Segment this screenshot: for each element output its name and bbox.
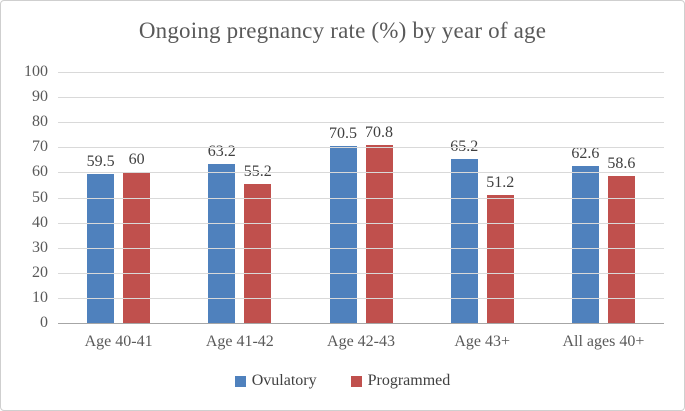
data-label: 63.2 [207, 143, 236, 161]
y-tick-label: 90 [32, 88, 48, 106]
data-label: 62.6 [571, 144, 600, 162]
data-label: 55.2 [243, 163, 272, 181]
y-axis: 0 10 20 30 40 50 60 70 80 90 100 [1, 64, 48, 331]
legend-label: Programmed [367, 372, 451, 389]
plot-area: 59.5 60 63.2 55.2 70.5 70.8 65.2 51.2 62.6 58.6 [58, 72, 664, 324]
gridline [58, 122, 664, 124]
data-label: 59.5 [86, 152, 115, 170]
bar-group: 65.2 51.2 [422, 72, 543, 323]
bar-fill [329, 146, 357, 323]
gridline [58, 247, 664, 249]
legend-entry-ovulatory: Ovulatory [234, 372, 317, 390]
legend-swatch-icon [350, 375, 362, 387]
y-tick-label: 80 [32, 113, 48, 131]
gridline [58, 222, 664, 224]
chart-title: Ongoing pregnancy rate (%) by year of ag… [138, 18, 547, 43]
gridline [58, 147, 664, 149]
bar-fill [486, 194, 514, 323]
x-tick-label: Age 41-42 [205, 333, 274, 350]
bar-programmed: 55.2 [244, 163, 272, 323]
legend: Ovulatory Programmed [1, 372, 684, 390]
x-axis-labels: Age 40-41 Age 41-42 Age 42-43 Age 43+ All ag… [58, 333, 664, 351]
data-label: 60 [128, 151, 145, 169]
legend-label: Ovulatory [251, 372, 317, 389]
data-label: 58.6 [607, 154, 636, 172]
bar-fill [365, 145, 393, 323]
bar-ovulatory: 70.5 [329, 125, 357, 323]
data-label: 70.8 [365, 124, 393, 142]
gridline [58, 72, 664, 73]
y-tick-label: 100 [24, 63, 48, 80]
y-tick-label: 30 [32, 238, 48, 256]
bar-group: 70.5 70.8 [300, 72, 421, 323]
x-axis-line [58, 323, 664, 324]
x-tick-label: Age 40-41 [84, 333, 153, 350]
bar-programmed: 70.8 [365, 124, 393, 323]
gridline [58, 97, 664, 99]
bar-ovulatory: 63.2 [208, 143, 236, 323]
gridline [58, 272, 664, 274]
x-tick-label: Age 42-43 [327, 333, 395, 350]
y-tick-label: 0 [40, 314, 48, 331]
y-tick-label: 20 [32, 263, 48, 281]
data-label: 70.5 [329, 125, 357, 143]
legend-entry-programmed: Programmed [350, 372, 451, 390]
y-tick-label: 10 [32, 288, 48, 306]
data-label: 65.2 [450, 138, 479, 156]
data-label: 51.2 [486, 173, 515, 191]
bar-programmed: 51.2 [486, 174, 514, 323]
y-tick-label: 40 [32, 213, 48, 231]
y-tick-label: 70 [32, 138, 48, 156]
bar-fill [208, 164, 236, 323]
bar-group: 63.2 55.2 [179, 72, 300, 323]
bar-fill [571, 165, 599, 323]
bar-groups: 59.5 60 63.2 55.2 70.5 70.8 65.2 51.2 62.6 58.6 [58, 72, 664, 323]
gridline [58, 197, 664, 199]
legend-swatch-icon [234, 375, 246, 387]
x-tick-label: All ages 40+ [562, 333, 645, 350]
x-tick-label: Age 43+ [454, 333, 511, 350]
bar-ovulatory: 62.6 [571, 145, 599, 323]
bar-ovulatory: 65.2 [450, 138, 478, 323]
y-tick-label: 60 [32, 163, 48, 181]
gridline [58, 297, 664, 299]
y-tick-label: 50 [32, 188, 48, 206]
bar-fill [244, 184, 272, 323]
gridline [58, 172, 664, 174]
bar-fill [450, 159, 478, 323]
